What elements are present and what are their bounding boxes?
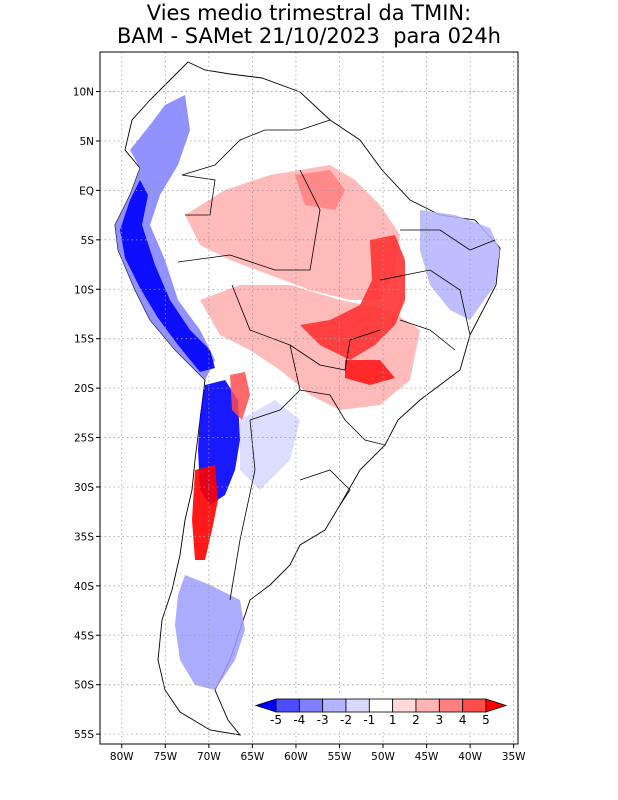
lat-tick-label: 15S (74, 334, 94, 346)
title-line-2: BAM - SAMet 21/10/2023 para 024h (116, 24, 501, 48)
colorbar-label: 2 (412, 713, 420, 727)
latitude-axis: 10N 5N EQ 5S 10S 15S 20S 25S 30S 35S 40S 45S 50S 55S (73, 87, 100, 741)
graticule (100, 52, 518, 744)
colorbar-swatch (392, 698, 417, 713)
map-frame (99, 51, 519, 745)
lat-tick-label: 55S (74, 729, 94, 741)
lon-tick-label: 65W (241, 751, 265, 763)
lon-tick-label: 55W (328, 751, 352, 763)
colorbar-label: 4 (459, 713, 467, 727)
lat-tick-label: 10N (73, 87, 94, 99)
lon-tick-label: 60W (284, 751, 308, 763)
colorbar-swatch (275, 698, 300, 713)
lat-tick-label: 30S (74, 482, 94, 494)
lat-tick-label: 45S (74, 630, 94, 642)
lon-tick-label: 45W (415, 751, 439, 763)
red-bias-andes-strip (230, 372, 250, 420)
colorbar-label: -1 (363, 713, 375, 727)
colorbar-label: 3 (436, 713, 444, 727)
lon-tick-label: 80W (110, 751, 134, 763)
colorbar-swatch (368, 698, 394, 713)
blue-bias-patagonia (175, 575, 245, 690)
colorbar-label: 1 (389, 713, 397, 727)
colorbar-label: -4 (293, 713, 305, 727)
colorbar-label: -2 (340, 713, 352, 727)
lon-tick-label: 75W (153, 751, 177, 763)
moderate-red-bias (295, 170, 345, 210)
lat-tick-label: 25S (74, 433, 94, 445)
colorbar-label: 5 (482, 713, 490, 727)
lon-tick-label: 50W (371, 751, 395, 763)
colorbar-arrow-right (485, 698, 508, 713)
map-title: Vies medio trimestral da TMIN: BAM - SAM… (0, 2, 618, 48)
lat-tick-label: EQ (79, 185, 94, 197)
lat-tick-label: 5S (81, 235, 95, 247)
colorbar-label: -3 (317, 713, 329, 727)
lat-tick-label: 40S (74, 581, 94, 593)
colorbar-swatch (415, 698, 440, 713)
colorbar-swatch (322, 698, 347, 713)
lon-tick-label: 70W (197, 751, 221, 763)
lat-tick-label: 35S (74, 531, 94, 543)
lat-tick-label: 5N (79, 136, 94, 148)
strong-red-bias-cerrado (300, 235, 405, 360)
strong-blue-bias-andes (120, 180, 215, 372)
blue-bias-north-andes (115, 95, 215, 380)
colorbar-swatch (462, 698, 487, 713)
lat-tick-label: 20S (74, 383, 94, 395)
strong-red-bias-south (345, 360, 395, 385)
colorbar-swatch (298, 698, 324, 713)
blue-bias-northeast (420, 210, 500, 320)
lat-tick-label: 50S (74, 680, 94, 692)
lon-tick-label: 40W (458, 751, 482, 763)
colorbar: -5 -4 -3 -2 -1 1 2 3 4 5 (254, 694, 512, 732)
longitude-axis: 80W 75W 70W 65W 60W 55W 50W 45W 40W 35W (110, 744, 526, 763)
lat-tick-label: 10S (74, 284, 94, 296)
colorbar-label: -5 (270, 713, 282, 727)
strong-red-bias-chile (192, 465, 218, 560)
title-line-1: Vies medio trimestral da TMIN: (146, 1, 472, 25)
red-bias-amazon (185, 165, 400, 300)
lon-tick-label: 35W (502, 751, 526, 763)
colorbar-swatch (345, 698, 370, 713)
colorbar-swatch (438, 698, 464, 713)
